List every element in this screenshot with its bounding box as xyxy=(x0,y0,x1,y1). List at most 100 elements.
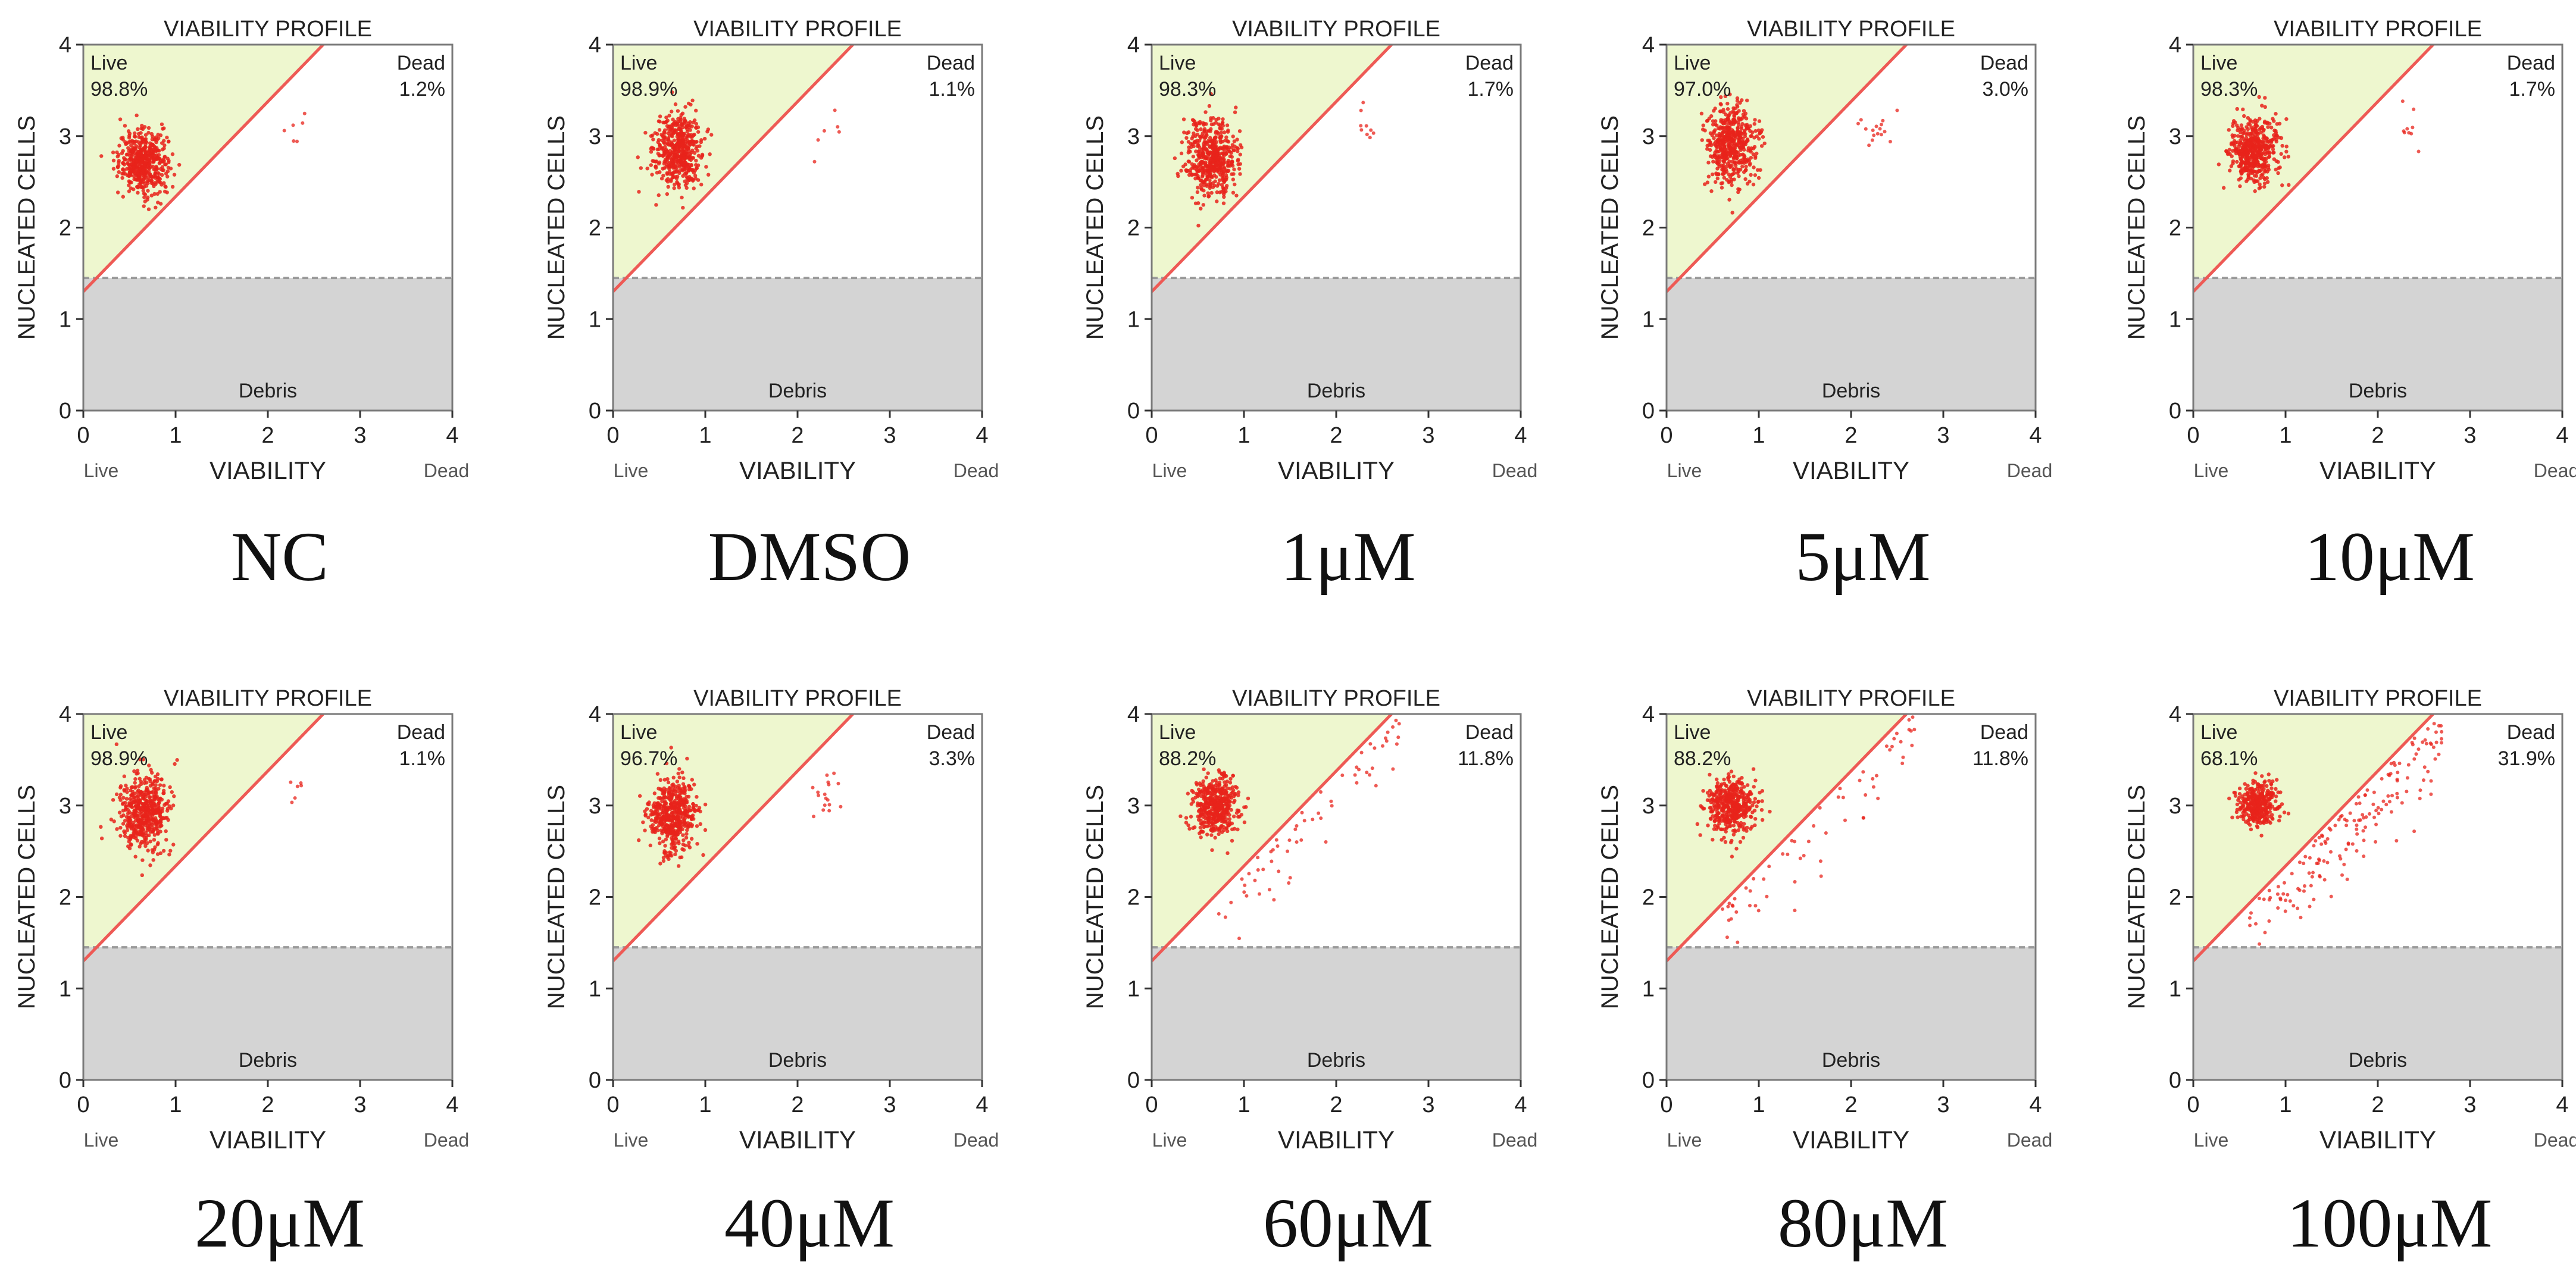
live-point xyxy=(2241,107,2245,112)
live-point xyxy=(1202,825,1206,829)
live-point xyxy=(2263,147,2268,152)
dead-point xyxy=(1247,872,1251,876)
dead-point xyxy=(1317,811,1321,815)
live-point xyxy=(664,178,669,183)
live-point xyxy=(2246,161,2250,166)
live-point xyxy=(1212,800,1217,804)
dead-point xyxy=(1217,912,1221,916)
live-point xyxy=(662,813,667,818)
live-point xyxy=(656,161,661,166)
dead-point xyxy=(1359,124,1363,128)
live-point xyxy=(683,143,687,148)
y-axis-label: NUCLEATED CELLS xyxy=(1597,115,1623,340)
live-point xyxy=(663,844,667,848)
live-point xyxy=(1736,794,1740,798)
live-point xyxy=(681,800,686,804)
chart-title: VIABILITY PROFILE xyxy=(1232,17,1440,42)
debris-zone xyxy=(1152,278,1521,411)
live-point xyxy=(153,171,158,175)
live-point xyxy=(667,857,671,862)
dead-point xyxy=(1287,881,1291,885)
live-point xyxy=(1238,152,1242,156)
live-point xyxy=(1217,832,1221,837)
live-label: Live xyxy=(620,721,657,744)
live-point xyxy=(662,161,667,166)
live-point xyxy=(1193,139,1198,143)
live-percent: 97.0% xyxy=(1674,78,1731,101)
live-point xyxy=(2253,148,2258,153)
live-point xyxy=(115,190,120,195)
live-point xyxy=(1699,804,1703,808)
live-point xyxy=(126,152,130,156)
live-point xyxy=(1193,176,1198,181)
live-point xyxy=(1730,792,1734,796)
live-point xyxy=(694,121,698,126)
live-point xyxy=(142,813,146,817)
live-point xyxy=(133,777,137,781)
live-point xyxy=(692,151,697,155)
live-point xyxy=(1729,146,1733,151)
live-point xyxy=(661,810,665,815)
live-point xyxy=(673,852,677,857)
live-point xyxy=(117,161,121,165)
dead-point xyxy=(2402,130,2406,134)
live-point xyxy=(664,115,668,120)
live-point xyxy=(159,820,163,824)
dead-point xyxy=(1895,108,1899,112)
live-point xyxy=(690,156,695,160)
live-point xyxy=(1225,829,1230,834)
live-point xyxy=(1214,140,1218,145)
live-point xyxy=(670,846,674,850)
live-point xyxy=(1715,796,1720,800)
live-point xyxy=(1214,807,1218,812)
dead-label: Dead xyxy=(397,721,445,744)
live-point xyxy=(1198,825,1202,830)
live-point xyxy=(152,192,157,196)
live-point xyxy=(135,171,140,175)
live-point xyxy=(667,818,671,822)
live-point xyxy=(149,768,153,772)
live-point xyxy=(636,838,641,843)
dead-percent: 3.0% xyxy=(1983,78,2029,101)
live-point xyxy=(1218,162,1223,167)
live-point xyxy=(1751,146,1756,151)
live-point xyxy=(149,193,154,198)
live-point xyxy=(148,795,152,799)
live-point xyxy=(683,804,687,809)
live-point xyxy=(154,811,159,815)
dead-point xyxy=(1883,130,1887,134)
dead-point xyxy=(1355,765,1359,769)
live-percent: 98.9% xyxy=(90,747,148,770)
live-point xyxy=(665,829,670,833)
dead-point xyxy=(817,793,821,797)
live-point xyxy=(1744,164,1748,169)
live-point xyxy=(1734,154,1738,158)
live-point xyxy=(2258,126,2263,130)
live-point xyxy=(700,152,705,157)
live-point xyxy=(673,164,678,169)
live-point xyxy=(1711,794,1716,798)
live-point xyxy=(1231,774,1235,778)
live-point xyxy=(1229,791,1233,796)
dead-point xyxy=(1396,735,1400,740)
live-point xyxy=(1726,143,1730,147)
live-point xyxy=(1743,177,1747,181)
dead-point xyxy=(1871,785,1875,789)
y-tick-label: 3 xyxy=(1642,124,1655,149)
live-point xyxy=(1180,140,1184,145)
live-point xyxy=(701,853,705,857)
live-point xyxy=(670,853,674,858)
live-point xyxy=(164,162,168,167)
live-point xyxy=(695,824,699,828)
live-gate-zone xyxy=(83,714,323,948)
live-point xyxy=(1195,144,1200,148)
live-point xyxy=(662,131,667,135)
live-point xyxy=(657,823,661,828)
live-point xyxy=(1198,160,1203,165)
condition-caption: 20μM xyxy=(195,1184,365,1262)
live-point xyxy=(1231,814,1236,819)
debris-label: Debris xyxy=(768,380,827,402)
dead-point xyxy=(1288,876,1292,880)
live-point xyxy=(1720,155,1724,159)
live-point xyxy=(141,177,146,181)
